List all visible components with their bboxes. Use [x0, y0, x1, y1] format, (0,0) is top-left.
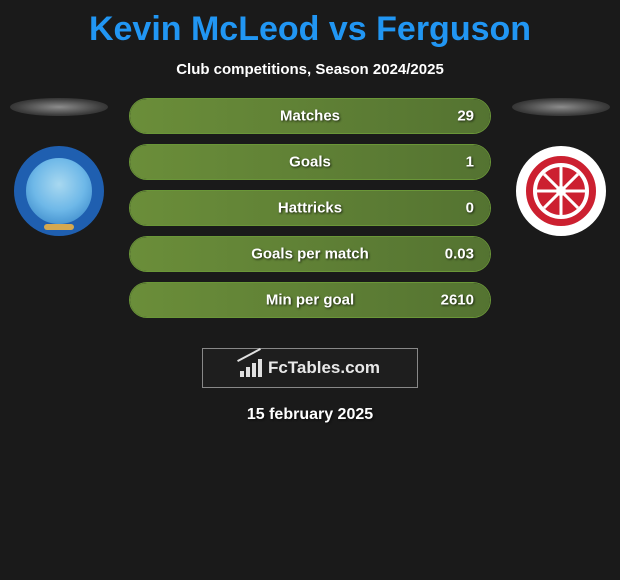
brand-box: FcTables.com	[202, 348, 418, 388]
stats-column: Matches 29 Goals 1 Hattricks 0 Goals per…	[114, 98, 506, 328]
left-team-badge	[14, 146, 104, 236]
stat-label: Min per goal	[266, 292, 354, 309]
stat-value: 29	[457, 108, 474, 125]
stat-label: Goals	[289, 154, 331, 171]
wheel-icon	[533, 163, 589, 219]
brand-text: FcTables.com	[268, 358, 380, 378]
chart-icon	[240, 359, 262, 377]
subtitle: Club competitions, Season 2024/2025	[0, 61, 620, 78]
stat-bar-mpg: Min per goal 2610	[129, 282, 491, 318]
right-player-placeholder	[512, 98, 610, 116]
page-title: Kevin McLeod vs Ferguson	[0, 10, 620, 49]
stat-label: Hattricks	[278, 200, 342, 217]
stat-value: 1	[466, 154, 474, 171]
comparison-area: Matches 29 Goals 1 Hattricks 0 Goals per…	[0, 98, 620, 328]
right-column	[506, 98, 616, 236]
left-column	[4, 98, 114, 236]
stat-bar-matches: Matches 29	[129, 98, 491, 134]
right-team-badge	[516, 146, 606, 236]
stat-value: 2610	[441, 292, 474, 309]
stat-bar-gpm: Goals per match 0.03	[129, 236, 491, 272]
date-text: 15 february 2025	[0, 406, 620, 424]
left-player-placeholder	[10, 98, 108, 116]
stat-label: Matches	[280, 108, 340, 125]
stat-bar-hattricks: Hattricks 0	[129, 190, 491, 226]
stat-value: 0.03	[445, 246, 474, 263]
main-container: Kevin McLeod vs Ferguson Club competitio…	[0, 0, 620, 434]
stat-label: Goals per match	[251, 246, 369, 263]
stat-value: 0	[466, 200, 474, 217]
stat-bar-goals: Goals 1	[129, 144, 491, 180]
